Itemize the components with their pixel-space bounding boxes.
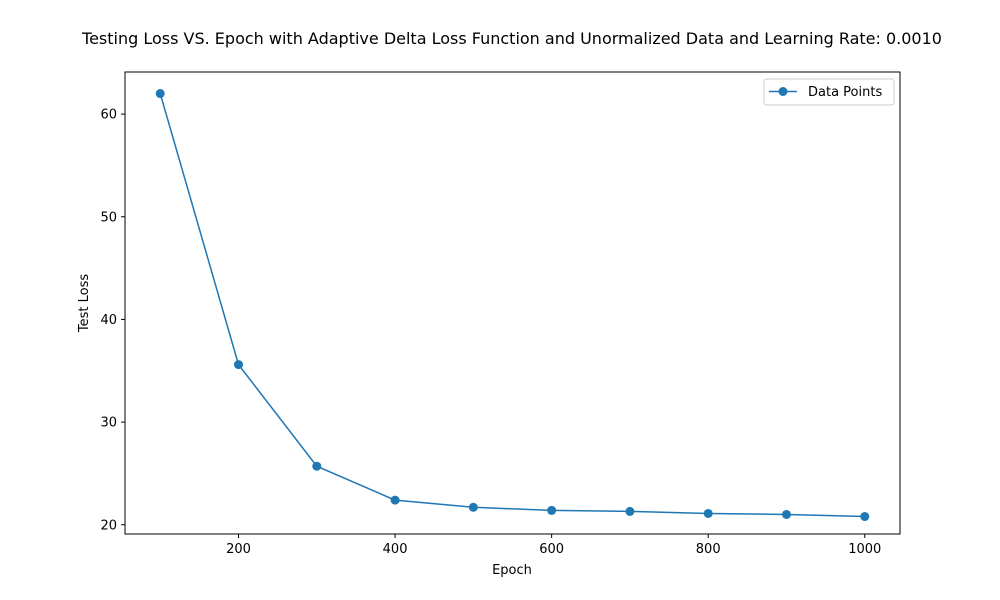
chart-title: Testing Loss VS. Epoch with Adaptive Del…	[81, 29, 942, 48]
plot-frame	[124, 71, 901, 535]
data-point	[234, 360, 244, 370]
x-tick-label: 600	[539, 542, 564, 557]
x-tick-label: 800	[696, 542, 721, 557]
data-point	[547, 505, 557, 515]
data-point	[155, 89, 165, 99]
series-line	[159, 93, 865, 518]
legend-box	[763, 78, 895, 106]
series-layer	[155, 89, 870, 522]
data-point	[390, 495, 400, 505]
legend-label: Data Points	[808, 85, 882, 100]
data-point	[468, 502, 478, 512]
y-tick-label: 60	[100, 108, 117, 123]
legend: Data Points	[763, 78, 895, 106]
y-tick-label: 20	[100, 518, 117, 533]
y-axis-label: Test Loss	[77, 274, 92, 333]
y-axis-ticks: 20 30 40 50 60	[100, 108, 125, 533]
y-tick-label: 50	[100, 210, 117, 225]
x-tick-label: 400	[383, 542, 408, 557]
legend-marker	[778, 87, 788, 96]
data-point	[781, 509, 791, 519]
x-axis-ticks: 200 400 600 800 1000	[226, 534, 881, 557]
data-point	[860, 512, 870, 522]
x-tick-label: 200	[226, 542, 251, 557]
plot-area: 200 400 600 800 1000 20 30 40 50 60	[100, 71, 901, 557]
x-tick-label: 1000	[848, 542, 881, 557]
y-tick-label: 30	[100, 416, 117, 431]
x-axis-label: Epoch	[492, 563, 532, 578]
data-point	[625, 506, 635, 516]
data-point	[703, 508, 713, 518]
y-tick-label: 40	[100, 313, 117, 328]
data-point	[312, 461, 322, 471]
